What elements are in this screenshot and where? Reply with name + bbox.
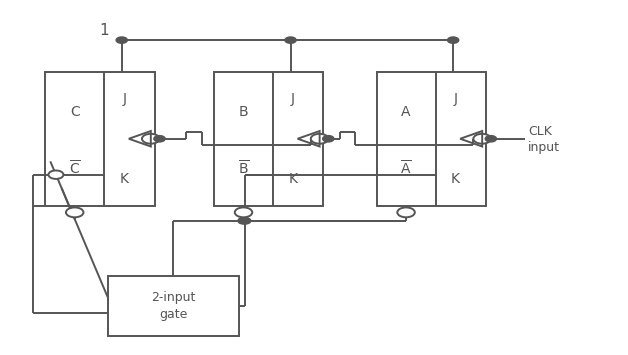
Text: K: K bbox=[451, 172, 460, 186]
Text: $\overline{\mathrm{A}}$: $\overline{\mathrm{A}}$ bbox=[400, 159, 412, 178]
Circle shape bbox=[235, 207, 252, 217]
Circle shape bbox=[474, 134, 491, 144]
Text: C: C bbox=[70, 105, 80, 119]
Text: $\overline{\mathrm{B}}$: $\overline{\mathrm{B}}$ bbox=[238, 159, 249, 178]
Bar bbox=[214, 72, 323, 206]
Bar bbox=[107, 276, 239, 336]
Circle shape bbox=[154, 136, 165, 142]
Text: CLK: CLK bbox=[528, 125, 552, 137]
Circle shape bbox=[311, 134, 328, 144]
Circle shape bbox=[66, 207, 84, 217]
Circle shape bbox=[485, 136, 497, 142]
Circle shape bbox=[238, 218, 249, 224]
Text: K: K bbox=[288, 172, 298, 186]
Text: A: A bbox=[401, 105, 411, 119]
Circle shape bbox=[142, 134, 160, 144]
Circle shape bbox=[448, 37, 458, 43]
Bar bbox=[45, 72, 154, 206]
Text: J: J bbox=[291, 92, 295, 105]
Circle shape bbox=[285, 37, 296, 43]
Text: $\overline{\mathrm{C}}$: $\overline{\mathrm{C}}$ bbox=[69, 159, 80, 178]
Circle shape bbox=[240, 218, 251, 224]
Circle shape bbox=[116, 37, 127, 43]
Text: input: input bbox=[528, 141, 560, 154]
Text: J: J bbox=[122, 92, 126, 105]
Text: 1: 1 bbox=[100, 23, 109, 38]
Circle shape bbox=[398, 207, 415, 217]
Bar bbox=[377, 72, 486, 206]
Text: K: K bbox=[120, 172, 129, 186]
Text: J: J bbox=[453, 92, 458, 105]
Text: 2-input: 2-input bbox=[151, 291, 195, 304]
Circle shape bbox=[323, 136, 334, 142]
Text: B: B bbox=[239, 105, 248, 119]
Text: gate: gate bbox=[159, 308, 188, 321]
Circle shape bbox=[48, 170, 63, 179]
